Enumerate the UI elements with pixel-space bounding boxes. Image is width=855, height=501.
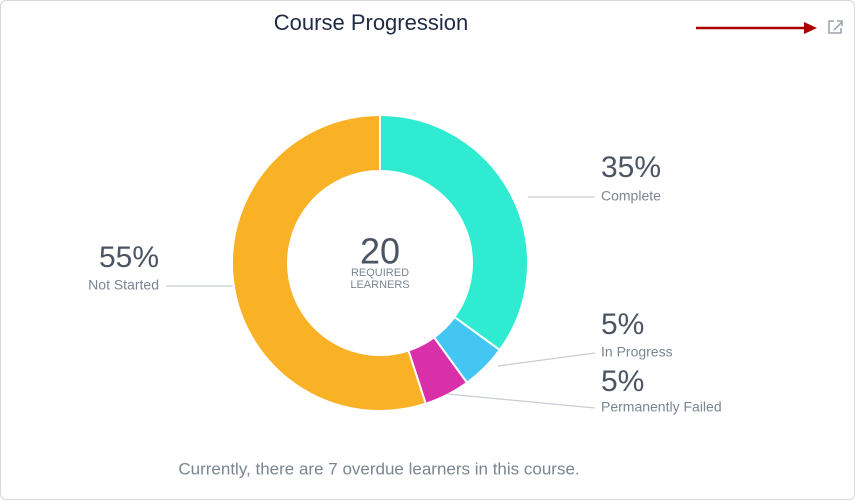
value-label: 55%: [99, 241, 159, 274]
center-label: REQUIRED LEARNERS: [350, 267, 410, 291]
value-label: 5%: [601, 308, 644, 341]
category-label: Permanently Failed: [601, 399, 722, 415]
annotation-arrowhead: [804, 22, 817, 34]
chart-title: Course Progression: [274, 10, 468, 35]
value-label: 5%: [601, 365, 644, 398]
slice: [379, 113, 529, 352]
value-label: 35%: [601, 151, 661, 184]
category-label: Complete: [601, 188, 661, 204]
category-label: Not Started: [88, 277, 159, 293]
slice: [231, 113, 427, 412]
category-label: In Progress: [601, 344, 673, 360]
center-value: 20: [360, 231, 400, 272]
share-icon[interactable]: [828, 20, 843, 34]
leader-line: [446, 393, 596, 409]
leader-line: [497, 352, 596, 367]
footer: Currently, there are 7 overdue learners …: [178, 459, 579, 478]
